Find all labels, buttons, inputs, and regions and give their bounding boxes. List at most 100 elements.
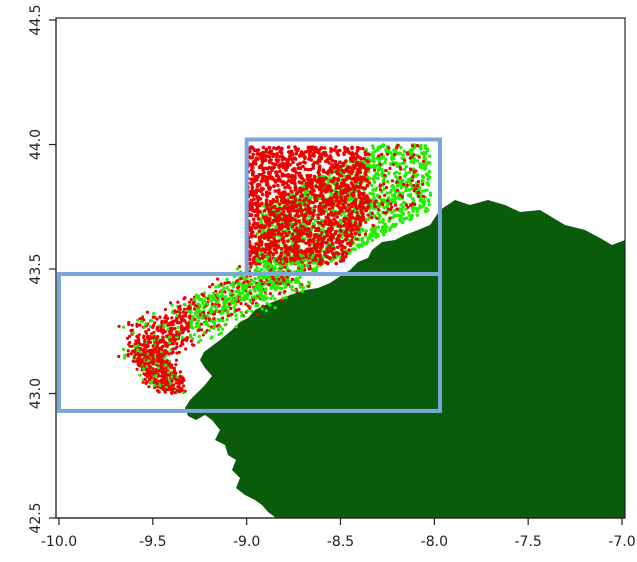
fishing-point: [338, 259, 343, 263]
fishing-point: [276, 178, 281, 183]
fishing-point: [320, 239, 325, 243]
fishing-point: [186, 307, 190, 311]
fishing-point: [314, 246, 319, 250]
fishing-point: [392, 148, 396, 152]
fishing-point: [371, 196, 376, 200]
fishing-point: [153, 321, 157, 325]
fishing-point: [426, 198, 431, 202]
fishing-point: [256, 286, 260, 290]
fishing-point: [286, 282, 290, 287]
fishing-point: [360, 210, 364, 215]
fishing-point: [414, 206, 418, 211]
fishing-point: [212, 291, 216, 295]
fishing-point: [169, 301, 173, 305]
fishing-point: [154, 347, 158, 351]
fishing-point: [346, 223, 350, 227]
fishing-point: [258, 224, 262, 229]
fishing-point: [306, 193, 310, 197]
fishing-point: [237, 281, 241, 285]
fishing-point: [254, 262, 258, 266]
fishing-point: [306, 238, 311, 243]
fishing-point: [274, 248, 278, 252]
fishing-point: [259, 179, 264, 184]
fishing-point: [304, 241, 308, 245]
fishing-point: [293, 181, 297, 186]
fishing-point: [234, 302, 238, 306]
fishing-point: [162, 325, 166, 329]
fishing-point: [254, 283, 258, 288]
fishing-point: [173, 391, 177, 395]
fishing-point: [166, 327, 170, 331]
fishing-point: [212, 296, 217, 300]
fishing-point: [255, 254, 260, 258]
fishing-point: [198, 309, 202, 313]
fishing-point: [370, 238, 375, 242]
fishing-point: [390, 184, 394, 188]
fishing-point: [266, 237, 271, 242]
fishing-point: [400, 195, 404, 199]
fishing-point: [407, 188, 412, 192]
fishing-point: [174, 381, 178, 385]
fishing-point: [288, 256, 293, 261]
fishing-point: [186, 329, 191, 333]
fishing-point: [277, 202, 282, 206]
fishing-point: [256, 217, 261, 221]
fishing-point: [223, 323, 227, 327]
fishing-point: [199, 322, 203, 326]
fishing-point: [286, 222, 291, 227]
fishing-point: [267, 209, 271, 213]
fishing-point: [197, 315, 201, 320]
fishing-point: [275, 281, 279, 285]
fishing-point: [274, 170, 279, 174]
fishing-point: [138, 373, 142, 377]
fishing-point: [339, 221, 343, 225]
fishing-point: [307, 180, 312, 184]
fishing-point: [242, 277, 246, 281]
fishing-point: [192, 300, 196, 305]
fishing-point: [383, 173, 387, 177]
fishing-point: [387, 146, 391, 150]
fishing-point: [155, 317, 159, 321]
fishing-point: [364, 220, 368, 224]
fishing-point: [205, 321, 209, 326]
fishing-point: [144, 331, 149, 335]
fishing-point: [217, 304, 221, 308]
fishing-point: [250, 233, 254, 238]
fishing-point: [286, 145, 291, 149]
fishing-point: [260, 307, 264, 311]
fishing-point: [342, 216, 347, 221]
fishing-point: [274, 195, 279, 199]
fishing-point: [302, 226, 306, 230]
fishing-point: [320, 193, 324, 198]
fishing-point: [412, 167, 416, 171]
fishing-point: [264, 201, 269, 205]
fishing-point: [146, 336, 150, 340]
fishing-point: [272, 205, 276, 210]
fishing-point: [252, 221, 257, 225]
fishing-point: [303, 228, 307, 232]
fishing-point: [147, 361, 151, 365]
fishing-point: [264, 292, 268, 296]
fishing-point: [248, 298, 252, 302]
fishing-point: [163, 307, 167, 312]
fishing-point: [307, 209, 312, 213]
fishing-point: [152, 330, 156, 334]
fishing-point: [282, 282, 286, 286]
fishing-point: [366, 152, 371, 157]
fishing-point: [308, 153, 312, 158]
fishing-point: [126, 349, 130, 353]
fishing-point: [285, 246, 289, 250]
fishing-point: [137, 340, 141, 344]
fishing-point: [123, 356, 127, 360]
fishing-point: [251, 170, 255, 174]
fishing-point: [308, 253, 312, 257]
fishing-point: [264, 242, 268, 247]
fishing-point: [316, 213, 320, 217]
fishing-point: [278, 286, 282, 290]
fishing-point: [219, 290, 223, 294]
fishing-point: [390, 210, 394, 215]
fishing-point: [373, 230, 377, 234]
fishing-point: [335, 215, 340, 219]
fishing-point: [267, 258, 271, 262]
fishing-point: [322, 146, 327, 150]
